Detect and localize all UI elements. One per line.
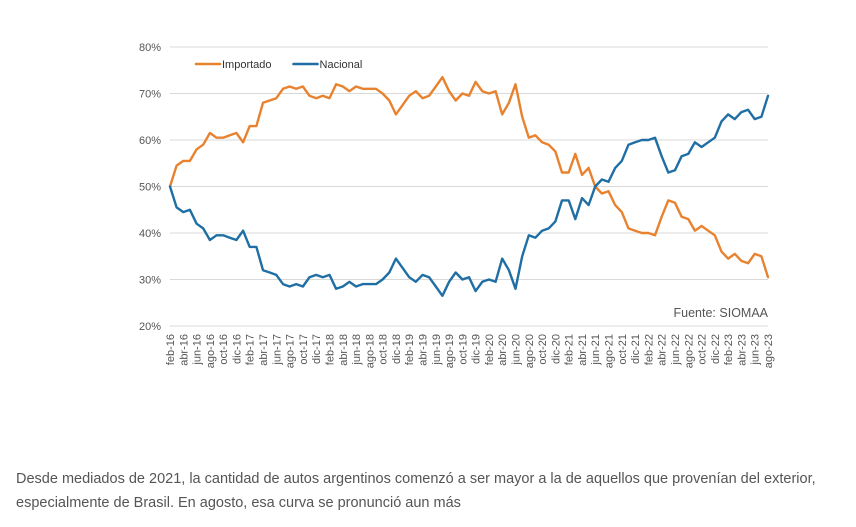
x-tick-label: dic-18 [391, 334, 403, 364]
x-tick-label: ago-21 [604, 334, 616, 368]
x-tick-label: abr-23 [736, 334, 748, 366]
x-tick-label: ago-17 [285, 334, 297, 368]
chart-legend: Importado Nacional [194, 59, 363, 71]
y-tick-label: 40% [139, 228, 161, 240]
x-tick-label: feb-20 [484, 334, 496, 365]
x-tick-label: jun-23 [750, 334, 762, 366]
x-tick-label: ago-23 [763, 334, 775, 368]
x-tick-label: abr-20 [497, 334, 509, 366]
x-tick-label: feb-19 [404, 334, 416, 365]
x-tick-label: abr-17 [258, 334, 270, 366]
x-tick-label: abr-19 [417, 334, 429, 366]
x-tick-label: jun-20 [511, 334, 523, 366]
x-tick-label: jun-19 [431, 334, 443, 366]
x-tick-label: oct-17 [298, 334, 310, 365]
x-tick-label: oct-20 [537, 334, 549, 365]
x-tick-label: dic-17 [311, 334, 323, 364]
x-tick-label: feb-23 [723, 334, 735, 365]
x-tick-label: dic-20 [550, 334, 562, 364]
y-tick-label: 50% [139, 182, 161, 194]
line-chart: 20% 30% 40% 50% 60% 70% 80% feb-16 abr-16 jun-16… [139, 42, 775, 368]
x-tick-label: oct-18 [378, 334, 390, 365]
x-tick-label: ago-20 [524, 334, 536, 368]
x-tick-label: abr-21 [577, 334, 589, 366]
x-tick-label: oct-22 [697, 334, 709, 365]
chart-series [168, 75, 770, 297]
series-line-importado [168, 75, 770, 279]
y-tick-label: 80% [139, 42, 161, 54]
chart-gridlines [170, 46, 768, 327]
x-tick-label: jun-16 [192, 334, 204, 366]
y-tick-label: 20% [139, 321, 161, 333]
x-tick-label: feb-16 [165, 334, 177, 365]
x-tick-label: ago-18 [364, 334, 376, 368]
x-tick-label: jun-18 [351, 334, 363, 366]
x-tick-label: dic-16 [231, 334, 243, 364]
x-tick-label: abr-16 [178, 334, 190, 366]
x-tick-label: oct-16 [218, 334, 230, 365]
x-tick-label: abr-18 [338, 334, 350, 366]
x-tick-label: ago-19 [444, 334, 456, 368]
legend-label: Importado [222, 59, 272, 71]
x-tick-label: feb-17 [245, 334, 257, 365]
y-axis-ticks: 20% 30% 40% 50% 60% 70% 80% [139, 42, 161, 333]
x-tick-label: dic-19 [471, 334, 483, 364]
x-axis-ticks: feb-16 abr-16 jun-16 ago-16 oct-16 dic-16 feb-… [165, 334, 775, 368]
x-tick-label: jun-17 [271, 334, 283, 366]
x-tick-label: jun-21 [590, 334, 602, 366]
image-caption: Desde mediados de 2021, la cantidad de a… [16, 471, 816, 511]
series-line-nacional [168, 94, 770, 297]
x-tick-label: ago-22 [683, 334, 695, 368]
x-tick-label: feb-22 [643, 334, 655, 365]
x-tick-label: feb-21 [564, 334, 576, 365]
y-tick-label: 70% [139, 89, 161, 101]
x-tick-label: ago-16 [205, 334, 217, 368]
x-tick-label: feb-18 [324, 334, 336, 365]
y-tick-label: 30% [139, 275, 161, 287]
x-tick-label: abr-22 [657, 334, 669, 366]
x-tick-label: oct-21 [617, 334, 629, 365]
x-tick-label: dic-21 [630, 334, 642, 364]
x-tick-label: dic-22 [710, 334, 722, 364]
y-tick-label: 60% [139, 135, 161, 147]
x-tick-label: jun-22 [670, 334, 682, 366]
source-annotation: Fuente: SIOMAA [674, 306, 769, 320]
x-tick-label: oct-19 [457, 334, 469, 365]
legend-label: Nacional [320, 59, 363, 71]
